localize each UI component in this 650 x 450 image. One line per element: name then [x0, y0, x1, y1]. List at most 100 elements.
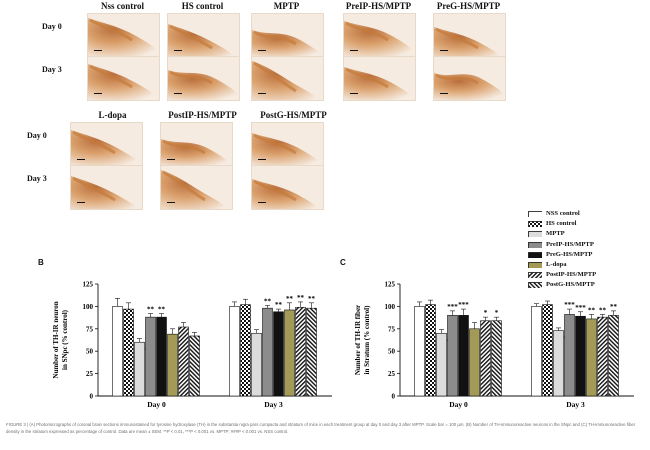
significance-mark: ** [275, 301, 283, 309]
significance-mark: ** [308, 295, 316, 303]
legend-label: L-dopa [546, 260, 567, 268]
bar [586, 318, 597, 397]
column-label-bottom-2: PostG-HS/MPTP [260, 110, 327, 120]
scale-bar [350, 49, 358, 51]
row-label-bottom-0: Day 0 [27, 131, 47, 140]
micrograph-bottom-2-0 [251, 122, 324, 167]
bar [295, 306, 306, 397]
micrograph-top-1-1 [167, 56, 240, 101]
y-axis-label-line1: Number of TH-IR fiber [354, 305, 362, 375]
micrograph-top-4-1 [433, 56, 506, 101]
micrograph-top-3-0 [343, 13, 416, 58]
column-label-bottom-0: L-dopa [98, 110, 127, 120]
micrograph-bottom-1-0 [160, 122, 233, 167]
column-label-top-2: MPTP [273, 1, 300, 11]
scale-bar [258, 201, 266, 203]
significance-mark: ** [286, 295, 294, 303]
legend-swatch [528, 251, 542, 258]
legend-label: MPTP [546, 230, 565, 238]
bar [491, 320, 502, 397]
tissue-stain [168, 24, 239, 57]
tissue-stain [252, 61, 323, 100]
category-label: Day 3 [264, 400, 283, 409]
category-label: Day 0 [147, 400, 166, 409]
y-tick-label: 50 [86, 348, 94, 356]
tissue-stain [71, 130, 142, 166]
bar [469, 328, 480, 397]
scale-bar [350, 92, 358, 94]
y-tick-label: 50 [388, 348, 396, 356]
bar [262, 307, 273, 397]
y-tick-label: 0 [90, 393, 94, 401]
legend-label: PreIP-HS/MPTP [546, 240, 594, 248]
micrograph-bottom-2-1 [251, 165, 324, 210]
bar [273, 311, 284, 397]
micrograph-top-0-1 [87, 56, 160, 101]
category-label: Day 0 [449, 400, 468, 409]
y-tick-label: 125 [385, 281, 396, 289]
scale-bar [174, 92, 182, 94]
bar [112, 306, 123, 397]
significance-mark: *** [447, 303, 458, 311]
tissue-stain [344, 67, 415, 100]
scale-bar [440, 92, 448, 94]
micrograph-bottom-0-1 [70, 165, 143, 210]
significance-mark: * [495, 309, 499, 317]
row-label-top-0: Day 0 [42, 22, 62, 31]
significance-mark: ** [599, 306, 607, 314]
bar [564, 314, 575, 397]
tissue-stain [252, 133, 323, 166]
scale-bar [77, 201, 85, 203]
scale-bar [167, 201, 175, 203]
bar [167, 333, 178, 397]
bar [480, 320, 491, 397]
micrograph-top-1-0 [167, 13, 240, 58]
category-label: Day 3 [566, 400, 585, 409]
tissue-stain [161, 139, 232, 166]
scale-bar [94, 92, 102, 94]
tissue-stain [252, 30, 323, 57]
y-tick-label: 25 [388, 370, 396, 378]
y-tick-label: 75 [388, 325, 396, 333]
y-axis-label-line2: in SNpc (% control) [61, 309, 69, 370]
micrograph-top-0-0 [87, 13, 160, 58]
legend-swatch [528, 211, 542, 217]
panel-b-letter: B [38, 258, 44, 267]
legend-label: PreG-HS/MPTP [546, 250, 593, 258]
y-axis-label-line1: Number of TH-IR neuron [52, 301, 60, 378]
micrograph-top-2-1 [251, 56, 324, 101]
significance-mark: ** [610, 303, 618, 311]
tissue-stain [88, 18, 159, 57]
bar [284, 309, 295, 397]
significance-mark: ** [297, 294, 305, 302]
legend-swatch [528, 221, 542, 228]
tissue-stain [71, 176, 142, 209]
tissue-stain [161, 170, 232, 209]
scale-bar [77, 158, 85, 160]
bar [306, 307, 317, 397]
y-tick-label: 25 [86, 370, 94, 378]
y-tick-label: 100 [385, 303, 396, 311]
bar [597, 316, 608, 397]
chart-b-thir-neuron: 0 25 50 75 100 125 Number of TH-IR neuron in SN… [52, 281, 332, 409]
bar [553, 330, 564, 397]
chart-c-thir-fiber: 0 25 50 75 100 125 Number of TH-IR fiber in Str… [354, 281, 634, 409]
significance-mark: ** [264, 298, 272, 306]
tissue-stain [434, 73, 505, 100]
bar [156, 316, 167, 397]
scale-bar [167, 158, 175, 160]
legend-label: HS control [546, 220, 577, 228]
legend-label: PostG-HS/MPTP [546, 281, 595, 289]
tissue-stain [88, 64, 159, 100]
micrograph-bottom-0-0 [70, 122, 143, 167]
bar [123, 308, 134, 397]
scale-bar [258, 49, 266, 51]
bar [458, 315, 469, 397]
legend-label: NSS control [546, 210, 580, 217]
column-label-top-4: PreG-HS/MPTP [436, 1, 501, 11]
significance-mark: * [484, 309, 488, 317]
tissue-stain [252, 179, 323, 209]
bar [251, 332, 262, 397]
significance-mark: *** [458, 301, 469, 309]
significance-mark: *** [564, 301, 575, 309]
